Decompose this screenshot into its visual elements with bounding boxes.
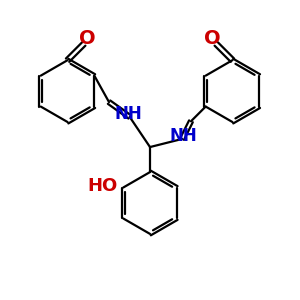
Text: NH: NH bbox=[170, 127, 197, 145]
Text: HO: HO bbox=[87, 177, 117, 195]
Text: NH: NH bbox=[114, 105, 142, 123]
Text: O: O bbox=[204, 29, 221, 48]
Text: O: O bbox=[79, 29, 96, 48]
